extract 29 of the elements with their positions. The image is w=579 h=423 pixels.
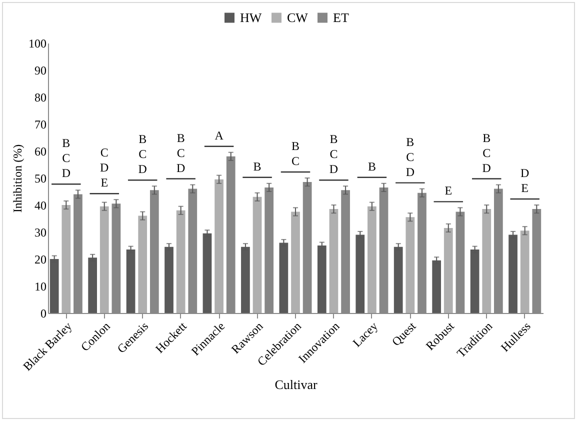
text: B C D [138, 132, 147, 176]
legend-label: CW [287, 10, 309, 25]
y-axis-title: Inhibition (%) [10, 144, 24, 213]
text: B C D [62, 136, 70, 180]
text: B C D [329, 132, 338, 176]
y-tick-label: 80 [34, 90, 46, 104]
text: C D E [100, 146, 109, 190]
y-tick-label: 70 [34, 118, 46, 132]
y-tick-label: 10 [34, 280, 46, 294]
y-tick-label: 100 [28, 36, 46, 50]
y-tick-label: 60 [34, 144, 46, 158]
annotation: A [214, 128, 224, 142]
text: D E [520, 166, 530, 195]
y-tick-label: 90 [34, 64, 46, 78]
text: B C [291, 139, 300, 168]
y-tick-label: 20 [34, 252, 46, 266]
annotation: B [253, 159, 262, 174]
legend-label: ET [333, 10, 349, 25]
annotation: B [368, 159, 376, 174]
text: B C D [482, 130, 491, 175]
x-axis-title: Cultivar [274, 376, 318, 392]
y-tick-label: 50 [34, 172, 46, 186]
y-tick-label: 0 [40, 306, 46, 320]
y-tick-label: 40 [34, 198, 46, 212]
text: B C D [406, 134, 415, 179]
annotation: E [444, 184, 452, 198]
y-tick-label: 30 [34, 226, 46, 240]
legend-label: HW [240, 10, 262, 25]
text: B C D [176, 130, 186, 175]
